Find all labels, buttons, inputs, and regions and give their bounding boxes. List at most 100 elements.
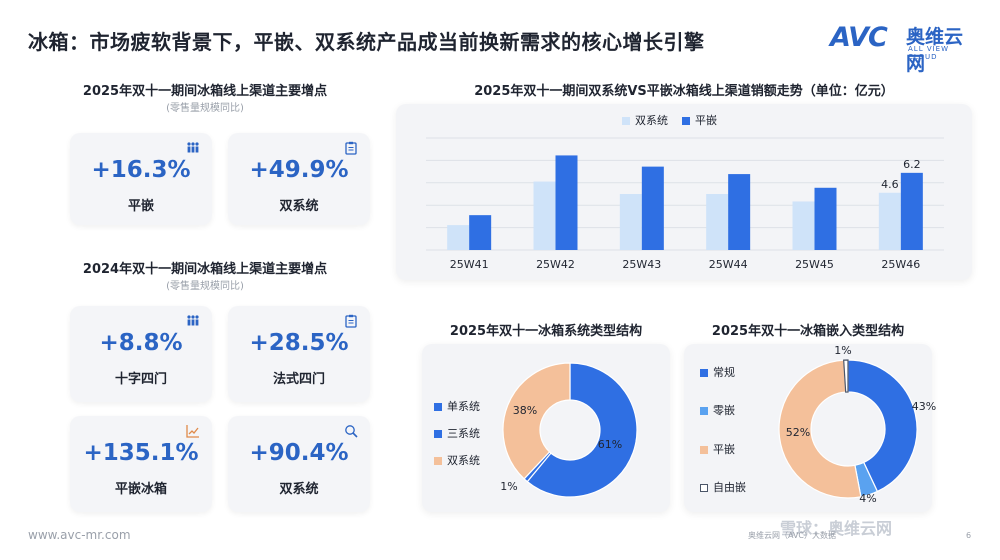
legend-label: 双系统 xyxy=(447,454,480,467)
legend-swatch xyxy=(434,457,442,465)
section-2025-title: 2025年双十一期间冰箱线上渠道主要增点 xyxy=(82,84,328,99)
logo-avc: AVC xyxy=(830,22,888,53)
footer-brand: 雪球：奥维云网 xyxy=(780,519,893,538)
bar xyxy=(814,187,837,250)
legend-swatch xyxy=(700,407,708,415)
x-tick-label: 25W45 xyxy=(795,258,834,271)
clipboard-icon xyxy=(345,314,357,328)
page-title: 冰箱：市场疲软背景下，平嵌、双系统产品成当前换新需求的核心增长引擎 xyxy=(28,30,705,54)
data-label: 4.6 xyxy=(881,178,899,191)
legend-item-free-embed: 自由嵌 xyxy=(700,479,746,495)
people-icon xyxy=(187,142,199,153)
donut-embed-title: 2025年双十一冰箱嵌入类型结构 xyxy=(711,324,905,339)
legend-item-triple: 三系统 xyxy=(434,425,480,441)
stat-card: +90.4% 双系统 xyxy=(228,416,370,512)
people-icon xyxy=(187,315,199,326)
stat-value: +8.8% xyxy=(99,330,183,356)
bar xyxy=(469,215,492,250)
legend-item-regular: 常规 xyxy=(700,364,735,380)
section-2024-title: 2024年双十一期间冰箱线上渠道主要增点 xyxy=(82,262,328,277)
x-tick-label: 25W46 xyxy=(881,258,920,271)
section-2025-subtitle: (零售量规模同比) xyxy=(166,103,244,114)
legend-label: 自由嵌 xyxy=(713,481,746,494)
data-label: 6.2 xyxy=(903,158,921,171)
donut-slice xyxy=(502,362,571,480)
brand-logo: AVC 奥维云网 ALL VIEW CLOUD xyxy=(830,22,980,75)
stat-card: +135.1% 平嵌冰箱 xyxy=(70,416,212,512)
legend-label: 常规 xyxy=(713,366,735,379)
donut-slice xyxy=(847,359,918,493)
stat-label: 平嵌冰箱 xyxy=(114,482,167,497)
stat-card: +49.9% 双系统 xyxy=(228,133,370,225)
x-tick-label: 25W44 xyxy=(709,258,748,271)
stat-value: +16.3% xyxy=(91,157,191,183)
legend-swatch xyxy=(700,446,708,454)
stat-value: +90.4% xyxy=(249,440,349,466)
bar-chart-title: 2025年双十一期间双系统VS平嵌冰箱线上渠道销额走势（单位：亿元） xyxy=(474,84,894,99)
clipboard-icon xyxy=(345,141,357,155)
x-tick-label: 25W41 xyxy=(450,258,489,271)
stat-value: +28.5% xyxy=(249,330,349,356)
x-tick-label: 25W43 xyxy=(622,258,661,271)
bar xyxy=(792,201,815,250)
donut-system-title: 2025年双十一冰箱系统类型结构 xyxy=(449,324,643,339)
bar xyxy=(533,181,556,250)
bar-chart: 25W41 25W42 25W43 25W44 25W45 25W46 4.6 6.2 xyxy=(426,137,944,271)
footer-url: www.avc-mr.com xyxy=(28,528,131,542)
legend-item-single: 单系统 xyxy=(434,398,480,414)
legend-item-dual-system: 双系统 xyxy=(434,452,480,468)
stat-label: 双系统 xyxy=(279,199,319,214)
bar xyxy=(900,172,923,250)
stat-value: +135.1% xyxy=(83,440,199,466)
slice-label: 1% xyxy=(834,344,851,357)
bar xyxy=(878,192,901,250)
slice-label: 4% xyxy=(859,492,876,505)
stat-card: +16.3% 平嵌 xyxy=(70,133,212,225)
slice-label: 52% xyxy=(786,426,810,439)
bar xyxy=(641,166,664,250)
line-chart-icon xyxy=(186,425,199,438)
legend-label: 单系统 xyxy=(447,400,480,413)
legend-item-flat: 平嵌 xyxy=(682,112,717,128)
stat-label: 平嵌 xyxy=(127,199,154,214)
legend-label: 平嵌 xyxy=(713,443,735,456)
legend-swatch xyxy=(700,484,708,492)
bar xyxy=(447,225,470,250)
donut-slice xyxy=(526,362,638,498)
x-tick-label: 25W42 xyxy=(536,258,575,271)
bar xyxy=(555,155,578,250)
legend-item-flat-embed: 平嵌 xyxy=(700,441,735,457)
legend-swatch xyxy=(622,117,630,125)
legend-label: 零嵌 xyxy=(713,404,735,417)
legend-label: 三系统 xyxy=(447,427,480,440)
stat-card: +8.8% 十字四门 xyxy=(70,306,212,402)
legend-label: 平嵌 xyxy=(695,114,717,127)
stat-label: 法式四门 xyxy=(272,372,325,387)
donut-slice xyxy=(778,359,862,499)
slice-label: 43% xyxy=(912,400,936,413)
logo-en: ALL VIEW CLOUD xyxy=(908,45,950,61)
legend-swatch xyxy=(682,117,690,125)
section-2024-subtitle: (零售量规模同比) xyxy=(166,281,244,292)
legend-swatch xyxy=(434,403,442,411)
donut-slice xyxy=(843,359,849,393)
legend-item-zero-embed: 零嵌 xyxy=(700,402,735,418)
bar xyxy=(619,194,642,250)
magnifier-icon xyxy=(345,425,358,438)
footer-note: 奥维云网（AVC）大数据 xyxy=(748,531,837,540)
bar xyxy=(706,194,729,250)
slice-label: 61% xyxy=(598,438,622,451)
page-number: 6 xyxy=(966,531,972,540)
stat-card: +28.5% 法式四门 xyxy=(228,306,370,402)
slice-label: 1% xyxy=(500,480,517,493)
slice-label: 38% xyxy=(513,404,537,417)
legend-label: 双系统 xyxy=(635,114,668,127)
logo-cn: 奥维云网 xyxy=(906,26,964,75)
bar-chart-panel xyxy=(396,104,972,280)
stat-label: 十字四门 xyxy=(114,372,167,387)
stat-label: 双系统 xyxy=(279,482,319,497)
stat-value: +49.9% xyxy=(249,157,349,183)
legend-item-dual: 双系统 xyxy=(622,112,668,128)
legend-swatch xyxy=(434,430,442,438)
